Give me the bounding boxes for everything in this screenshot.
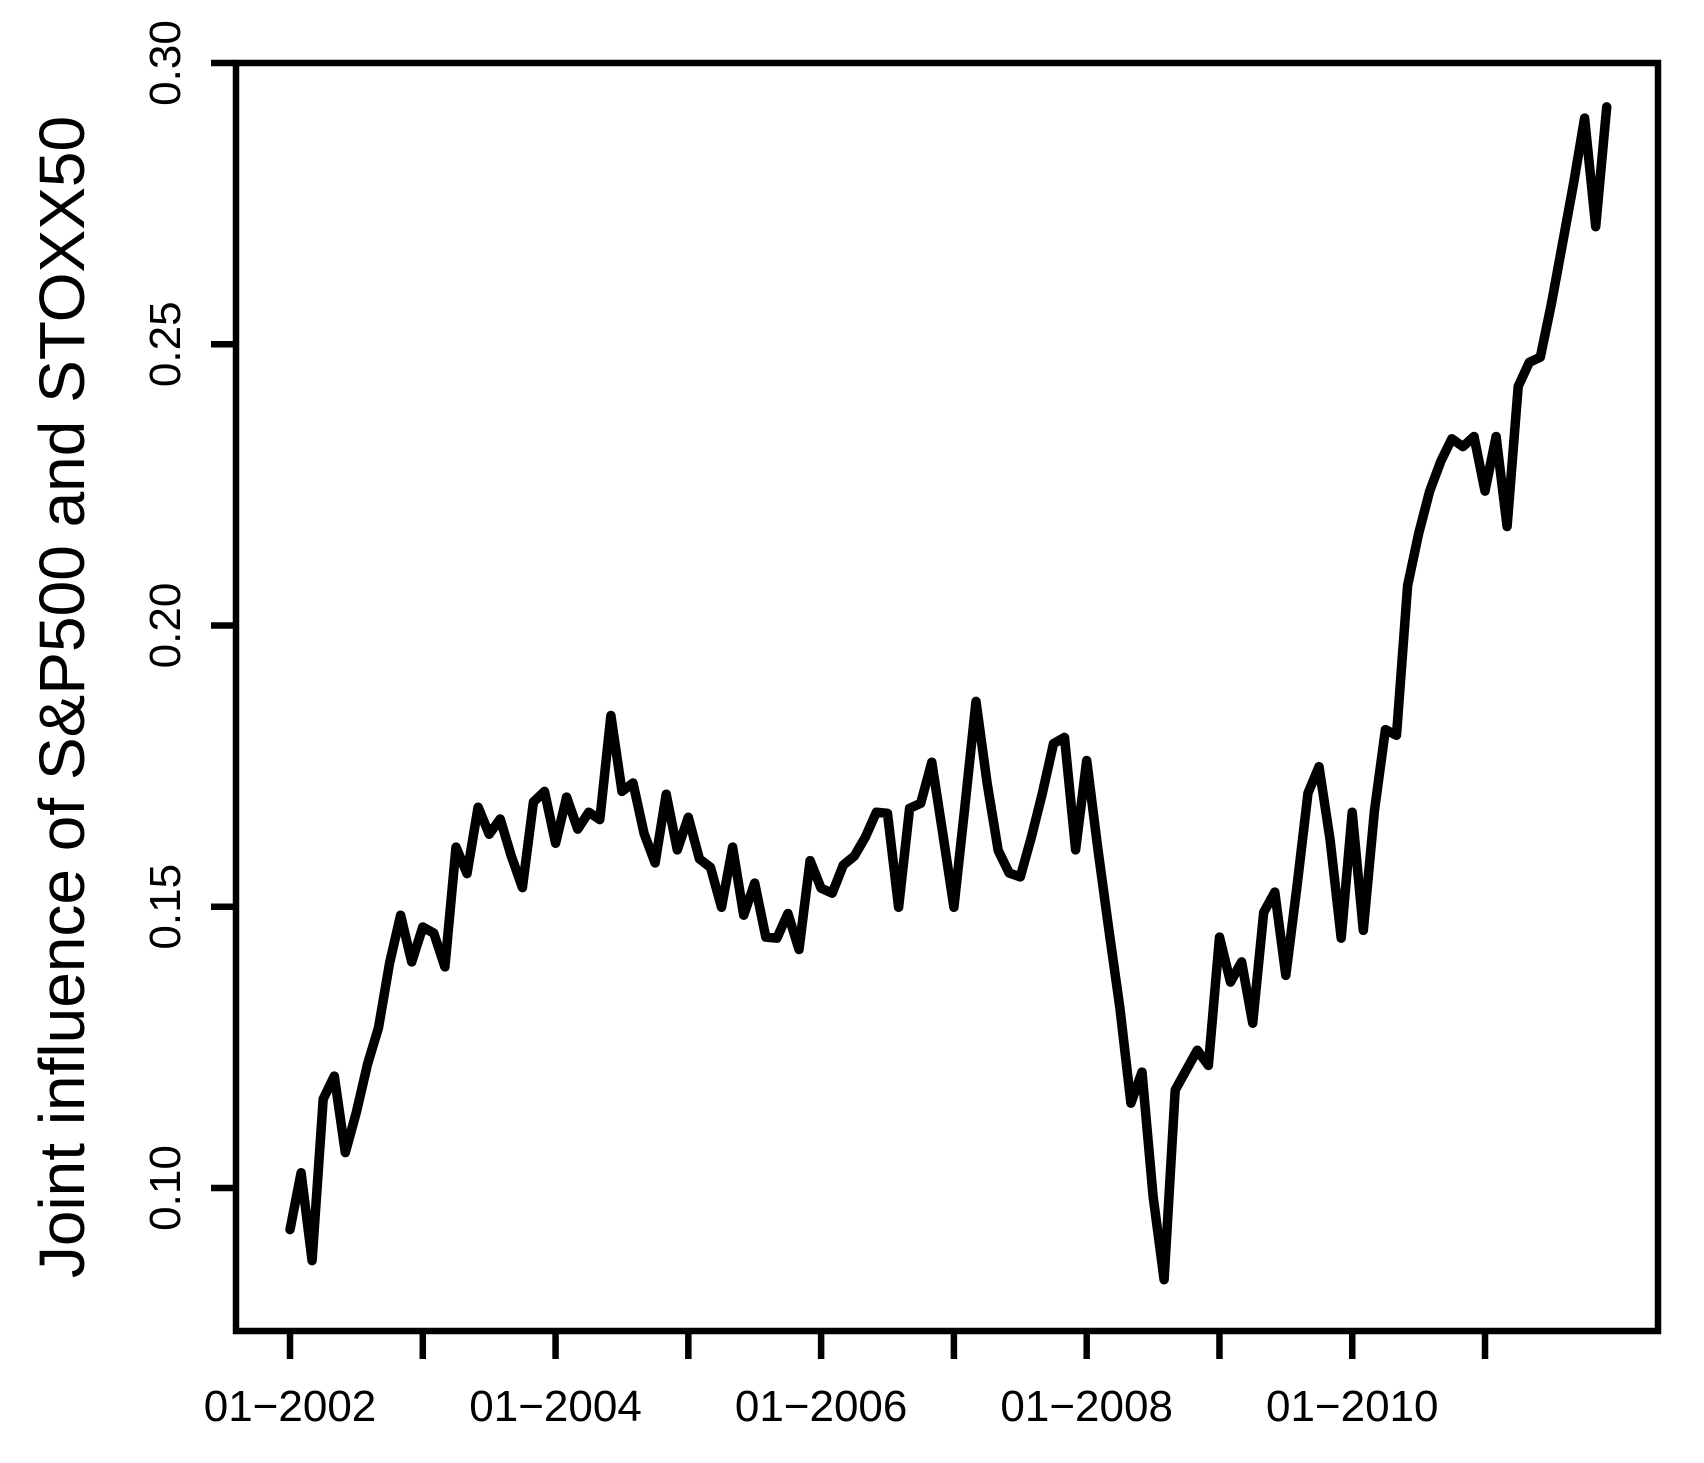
series-line — [285, 102, 1612, 1285]
x-tick-label: 01−2002 — [204, 1382, 377, 1431]
x-tick-label: 01−2004 — [469, 1382, 642, 1431]
y-tick-label: 0.15 — [141, 864, 190, 950]
x-tick-label: 01−2008 — [1000, 1382, 1173, 1431]
x-tick-label: 01−2010 — [1266, 1382, 1439, 1431]
y-axis: 0.10 0.15 0.20 0.25 0.30 — [141, 20, 236, 1231]
y-tick-label: 0.20 — [141, 583, 190, 669]
plot-border — [232, 59, 1662, 1335]
y-tick-label: 0.10 — [141, 1145, 190, 1231]
x-axis: 01−2002 01−2004 01−2006 01−2008 01−2010 — [204, 1331, 1489, 1431]
y-tick-label: 0.25 — [141, 301, 190, 387]
y-axis-title: Joint influence of S&P500 and STOXX50 — [26, 116, 98, 1278]
x-tick-label: 01−2006 — [735, 1382, 908, 1431]
y-tick-label: 0.30 — [141, 20, 190, 106]
